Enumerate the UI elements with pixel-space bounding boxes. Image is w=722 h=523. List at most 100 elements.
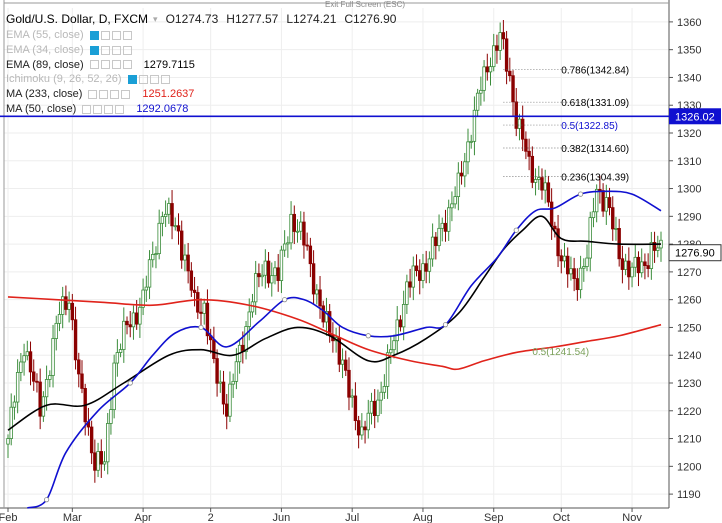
candle — [369, 392, 374, 425]
candle-body — [89, 426, 94, 454]
candle — [109, 397, 113, 435]
indicator-row[interactable]: Ichimoku (9, 26, 52, 26) — [6, 72, 396, 87]
settings-icon[interactable] — [93, 104, 103, 114]
candle — [504, 30, 509, 85]
add-icon[interactable] — [111, 30, 121, 40]
candle — [183, 244, 187, 272]
candle-body — [147, 259, 152, 288]
candle-body — [112, 362, 116, 411]
y-tick-label: 1210 — [677, 434, 701, 446]
close-icon[interactable] — [121, 90, 131, 100]
eye-icon[interactable] — [82, 104, 92, 114]
candle-body — [546, 182, 551, 203]
candle-body — [276, 267, 280, 281]
x-tick-labels: Feb Mar Apr 2 Jun Jul Aug Sep Oct Nov — [0, 508, 642, 523]
indicator-controls — [89, 60, 132, 70]
eye-icon[interactable] — [89, 45, 99, 55]
close-icon[interactable] — [122, 30, 132, 40]
candle — [520, 105, 525, 152]
candle-body — [15, 372, 20, 403]
ohlc-open: O1274.73 — [165, 12, 219, 26]
indicator-label: MA (50, close) — [6, 102, 77, 115]
candle — [128, 311, 132, 338]
y-tick-label: 1310 — [677, 156, 701, 168]
settings-icon[interactable] — [100, 45, 110, 55]
candle-body — [575, 278, 580, 291]
candle — [389, 336, 393, 364]
eye-icon[interactable] — [127, 75, 137, 85]
eye-icon[interactable] — [89, 60, 99, 70]
fib-label: 0.786(1342.84) — [561, 66, 629, 77]
candle-body — [636, 256, 641, 274]
candle-body — [511, 75, 515, 103]
add-icon[interactable] — [110, 90, 120, 100]
candle-body — [70, 302, 75, 321]
candle-body — [125, 320, 129, 326]
candle — [456, 162, 461, 211]
eye-icon[interactable] — [88, 90, 98, 100]
settings-icon[interactable] — [138, 75, 148, 85]
candle-body — [134, 312, 139, 325]
indicator-row[interactable]: MA (233, close) 1251.2637 — [6, 87, 396, 102]
y-tick-label: 1320 — [677, 128, 701, 140]
ma-point — [513, 227, 519, 233]
candle — [25, 340, 30, 361]
candle-body — [9, 406, 13, 439]
candle — [514, 88, 518, 137]
x-tick-label: Oct — [553, 512, 570, 523]
candle-body — [633, 256, 637, 268]
candle-body — [138, 306, 142, 325]
candle — [208, 328, 213, 354]
candle — [273, 261, 277, 285]
candle — [373, 389, 377, 429]
indicator-row[interactable]: MA (50, close) 1292.0678 — [6, 102, 396, 117]
candle — [112, 354, 116, 419]
candle-body — [540, 177, 544, 191]
candle-body — [598, 188, 602, 191]
candle — [28, 341, 33, 386]
candle-body — [80, 373, 84, 389]
candle — [186, 242, 190, 284]
candle — [482, 60, 486, 102]
indicator-row[interactable]: EMA (89, close) 1279.7115 — [6, 58, 396, 73]
add-icon[interactable] — [149, 75, 159, 85]
indicator-row[interactable]: EMA (34, close) — [6, 43, 396, 58]
y-tick-label: 1340 — [677, 72, 701, 84]
candle-body — [170, 203, 174, 227]
candle-body — [424, 263, 428, 272]
candle — [443, 209, 448, 242]
eye-icon[interactable] — [89, 30, 99, 40]
candle-body — [578, 267, 583, 291]
fib-label: 0.236(1304.39) — [561, 172, 629, 183]
add-icon[interactable] — [111, 60, 121, 70]
candle — [279, 245, 284, 294]
settings-icon[interactable] — [99, 90, 109, 100]
candle-body — [315, 289, 319, 295]
settings-icon[interactable] — [100, 30, 110, 40]
candle-body — [440, 222, 444, 229]
exit-fullscreen-label[interactable]: Exit Full Screen (ESC) — [325, 0, 406, 9]
candle-body — [527, 150, 531, 157]
candle-body — [569, 268, 573, 275]
candle — [598, 175, 602, 204]
candle — [15, 359, 20, 414]
close-icon[interactable] — [122, 60, 132, 70]
add-icon[interactable] — [111, 45, 121, 55]
close-icon[interactable] — [160, 75, 170, 85]
candle-body — [405, 281, 409, 305]
candle — [430, 223, 435, 267]
x-tick-label: Nov — [622, 512, 642, 523]
candle-body — [218, 381, 223, 384]
indicator-row[interactable]: EMA (55, close) — [6, 28, 396, 43]
add-icon[interactable] — [104, 104, 114, 114]
settings-icon[interactable] — [100, 60, 110, 70]
candle — [434, 232, 438, 260]
candle — [652, 231, 657, 263]
close-icon[interactable] — [122, 45, 132, 55]
dropdown-icon[interactable]: ▾ — [153, 14, 158, 24]
close-icon[interactable] — [115, 104, 125, 114]
candle — [225, 394, 229, 430]
candle-body — [221, 381, 226, 405]
candle-body — [437, 227, 441, 247]
